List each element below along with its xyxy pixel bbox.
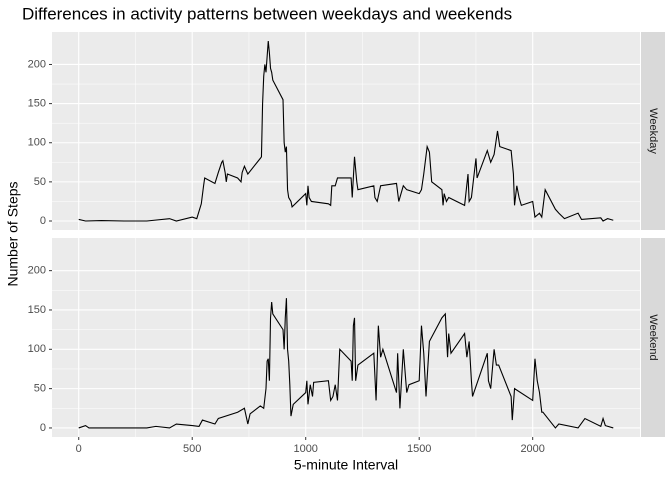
facet-label: Weekday	[647, 108, 659, 154]
x-axis-label: 5-minute Interval	[294, 457, 398, 473]
panel-background	[52, 238, 640, 437]
y-tick-label: 200	[28, 58, 46, 70]
facet-strip	[641, 238, 665, 437]
y-tick-label: 0	[40, 422, 46, 434]
x-tick-label: 1000	[293, 443, 317, 455]
line	[78, 298, 614, 429]
y-tick-label: 50	[34, 176, 46, 188]
facet-strip	[641, 32, 665, 230]
y-tick-label: 100	[28, 343, 46, 355]
panel-background	[52, 32, 640, 230]
x-tick-label: 2000	[520, 443, 544, 455]
x-tick-label: 0	[76, 443, 82, 455]
y-tick-label: 150	[28, 304, 46, 316]
y-axis-label: Number of Steps	[5, 181, 21, 286]
line	[78, 40, 614, 222]
facet-label: Weekend	[647, 314, 659, 360]
y-tick-label: 0	[40, 215, 46, 227]
y-tick-label: 200	[28, 265, 46, 277]
x-tick-label: 1500	[407, 443, 431, 455]
x-tick-label: 500	[183, 443, 201, 455]
y-tick-label: 150	[28, 98, 46, 110]
y-tick-label: 100	[28, 137, 46, 149]
y-tick-label: 50	[34, 383, 46, 395]
chart-title: Differences in activity patterns between…	[22, 4, 512, 23]
